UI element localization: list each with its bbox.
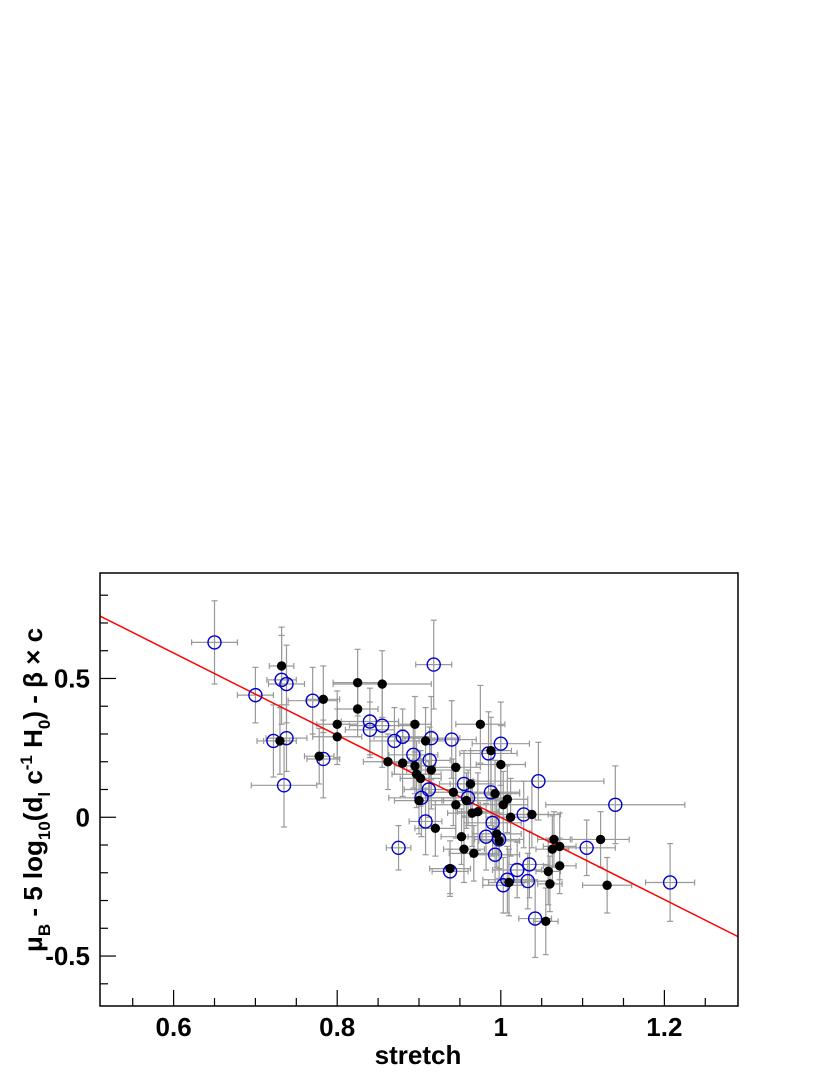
y-axis-title: μB - 5 log10(dl c-1 H0) - β × c — [17, 628, 54, 952]
open-marker-6 — [276, 778, 292, 793]
y-title-c-exp: -1 — [17, 755, 36, 770]
filled-marker-32 — [490, 788, 500, 799]
filled-marker-15 — [415, 773, 426, 784]
filled-marker-18 — [430, 823, 441, 834]
filled-marker-23 — [456, 831, 467, 842]
filled-marker-1 — [275, 736, 285, 746]
filled-marker-14 — [414, 795, 424, 806]
y-title-mid: - 5 log — [18, 840, 48, 924]
data-markers — [207, 635, 678, 927]
filled-marker-38 — [504, 877, 514, 888]
y-title-c: c — [18, 770, 48, 792]
x-axis-ticks: 0.6 0.8 1 1.2 — [132, 990, 706, 1042]
filled-marker-7 — [352, 704, 363, 714]
y-tick-label: 0.5 — [54, 663, 90, 693]
error-bars — [191, 600, 696, 959]
open-marker-4 — [279, 676, 294, 692]
open-marker-37 — [520, 873, 535, 889]
y-axis-ticks: -0.5 0 0.5 — [45, 594, 116, 985]
x-tick-label: 0.6 — [156, 1012, 192, 1042]
open-marker-15 — [406, 747, 421, 763]
filled-marker-29 — [473, 807, 483, 817]
filled-marker-16 — [420, 736, 431, 746]
open-marker-21 — [422, 753, 437, 768]
filled-marker-40 — [527, 809, 537, 820]
filled-marker-17 — [426, 765, 436, 775]
x-tick-label: 1.2 — [646, 1012, 682, 1042]
y-title-mu: μ — [18, 936, 48, 952]
open-marker-41 — [579, 840, 594, 855]
open-marker-10 — [362, 722, 378, 738]
open-marker-32 — [493, 736, 508, 751]
filled-marker-20 — [448, 787, 459, 797]
x-tick-label: 0.8 — [319, 1012, 355, 1042]
filled-marker-19 — [445, 863, 455, 874]
open-marker-23 — [444, 732, 459, 747]
y-tick-label: 0 — [76, 802, 90, 832]
open-marker-0 — [207, 635, 222, 650]
filled-marker-25 — [461, 795, 472, 806]
filled-marker-5 — [332, 732, 342, 742]
y-title-h: H — [18, 729, 48, 755]
open-marker-17 — [418, 814, 433, 829]
open-marker-39 — [527, 911, 543, 926]
filled-marker-28 — [469, 848, 479, 859]
y-title-paren: (d — [18, 797, 48, 822]
filled-marker-4 — [332, 719, 342, 729]
open-marker-3 — [274, 672, 289, 688]
filled-marker-3 — [318, 694, 328, 704]
filled-marker-21 — [451, 762, 461, 772]
open-marker-40 — [531, 773, 546, 789]
filled-marker-49 — [602, 880, 612, 890]
filled-marker-37 — [502, 794, 513, 804]
open-marker-30 — [485, 815, 500, 831]
filled-marker-6 — [352, 677, 363, 688]
open-marker-1 — [248, 687, 263, 703]
x-axis-title: stretch — [375, 1040, 462, 1070]
x-tick-label: 1 — [494, 1012, 508, 1042]
filled-marker-10 — [397, 758, 408, 768]
filled-marker-47 — [554, 861, 565, 871]
filled-marker-41 — [541, 916, 551, 927]
y-title-log-sub: 10 — [35, 821, 54, 840]
filled-marker-22 — [451, 800, 461, 810]
open-marker-35 — [509, 862, 525, 878]
filled-marker-30 — [475, 719, 486, 729]
filled-marker-35 — [496, 759, 506, 770]
open-marker-29 — [487, 847, 503, 862]
filled-marker-12 — [410, 761, 420, 771]
open-marker-26 — [478, 829, 494, 844]
filled-marker-31 — [486, 745, 496, 756]
filled-marker-43 — [545, 879, 555, 889]
open-marker-42 — [608, 797, 623, 812]
filled-marker-2 — [314, 751, 324, 761]
open-marker-13 — [391, 840, 406, 855]
open-marker-11 — [374, 718, 390, 733]
open-marker-18 — [421, 782, 437, 797]
filled-marker-9 — [383, 757, 393, 767]
y-title-h-sub: 0 — [35, 720, 54, 729]
open-marker-43 — [662, 875, 678, 890]
y-title-mu-sub: B — [35, 924, 54, 936]
y-title-dl-sub: l — [35, 792, 54, 797]
filled-marker-24 — [459, 844, 469, 854]
open-marker-14 — [395, 729, 410, 744]
filled-marker-39 — [505, 812, 516, 822]
open-marker-12 — [387, 733, 402, 749]
y-tick-label: -0.5 — [45, 941, 90, 971]
open-marker-20 — [426, 657, 441, 672]
filled-marker-11 — [410, 719, 420, 729]
filled-marker-8 — [377, 679, 387, 689]
y-title-tail: ) - β × c — [18, 628, 48, 720]
filled-marker-45 — [549, 834, 559, 845]
filled-marker-48 — [595, 834, 606, 845]
filled-marker-42 — [543, 866, 553, 877]
open-marker-7 — [305, 693, 320, 708]
open-marker-38 — [522, 857, 537, 872]
filled-marker-26 — [465, 779, 476, 789]
filled-marker-0 — [276, 661, 287, 671]
filled-marker-34 — [494, 836, 504, 846]
filled-marker-46 — [554, 841, 565, 852]
